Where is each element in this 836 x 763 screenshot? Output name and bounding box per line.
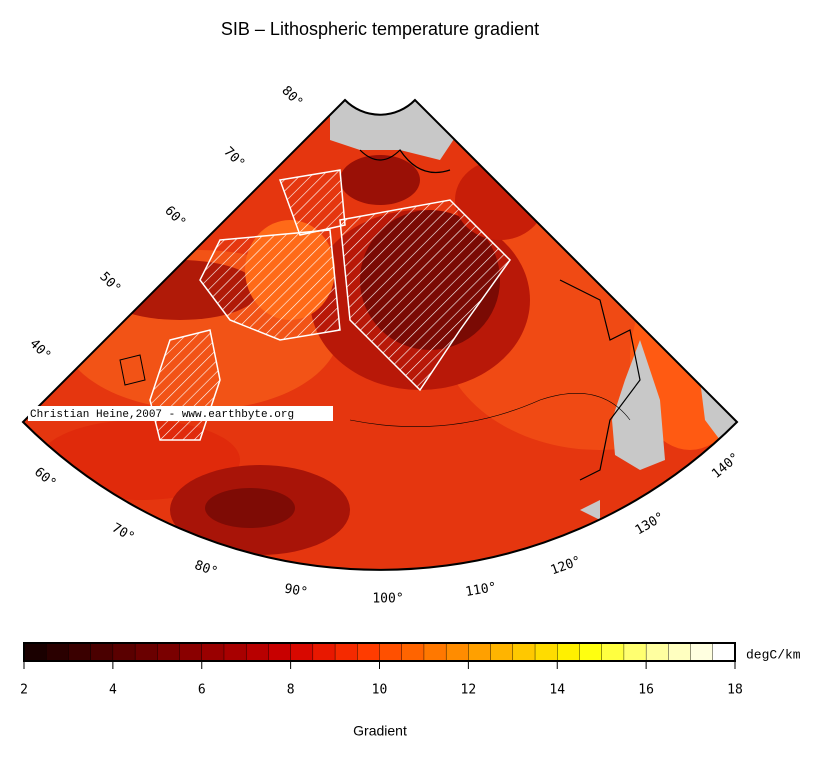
latitude-label: 50° [96,269,123,296]
colorbar-segment [379,642,403,662]
colorbar-segment [645,642,669,662]
colorbar-tick-label: 12 [461,683,477,698]
colorbar-unit: degC/km [746,647,801,662]
longitude-label: 60° [31,465,59,492]
colorbar: 2 4 6 8 10 12 14 16 18 [20,642,743,698]
longitude-label: 70° [109,521,137,546]
colorbar-segment [312,642,336,662]
colorbar-segment [534,642,558,662]
colorbar-segment [401,642,425,662]
colorbar-segment [334,642,358,662]
latitude-label: 40° [26,336,53,363]
colorbar-segment [245,642,269,662]
latitude-label: 70° [220,144,247,171]
colorbar-segment [90,642,114,662]
colorbar-segment [623,642,647,662]
colorbar-segment [68,642,92,662]
watermark-box [28,406,333,421]
colorbar-segment [201,642,225,662]
colorbar-segment [579,642,603,662]
longitude-label: 80° [192,558,219,580]
longitude-label: 110° [464,580,497,600]
colorbar-segment [157,642,181,662]
colorbar-tick-label: 2 [20,683,28,698]
colorbar-segment [134,642,158,662]
colorbar-segment [445,642,469,662]
map-title: SIB – Lithospheric temperature gradient [221,19,539,39]
colorbar-segment [557,642,580,662]
colorbar-segment [23,642,47,662]
latitude-label: 60° [161,203,188,230]
colorbar-tick-label: 10 [372,683,388,698]
colorbar-segment [690,642,714,662]
colorbar-segment [112,642,136,662]
colorbar-tick-label: 8 [287,683,295,698]
colorbar-tick-label: 14 [549,683,565,698]
colorbar-segment [512,642,536,662]
longitude-label: 130° [633,510,668,539]
colorbar-segment [290,642,314,662]
map-frame [21,98,739,571]
longitude-label: 140° [709,450,743,482]
colorbar-segment [601,642,625,662]
latitude-label: 80° [278,83,305,110]
colorbar-segment [712,642,736,662]
colorbar-tick-label: 4 [109,683,117,698]
colorbar-tick-label: 18 [727,683,743,698]
longitude-label: 100° [372,592,403,607]
colorbar-segment [179,642,203,662]
colorbar-tick-label: 6 [198,683,206,698]
longitude-label: 120° [549,554,584,579]
colorbar-segment [357,642,380,662]
colorbar-segment [268,642,292,662]
colorbar-segment [668,642,692,662]
colorbar-segment [223,642,247,662]
colorbar-segment [490,642,514,662]
colorbar-segment [468,642,492,662]
colorbar-label: Gradient [353,723,407,739]
colorbar-segment [46,642,69,662]
longitude-label: 90° [283,582,309,601]
colorbar-tick-label: 16 [638,683,654,698]
watermark: Christian Heine,2007 - www.earthbyte.org [30,409,294,421]
colorbar-segment [423,642,447,662]
